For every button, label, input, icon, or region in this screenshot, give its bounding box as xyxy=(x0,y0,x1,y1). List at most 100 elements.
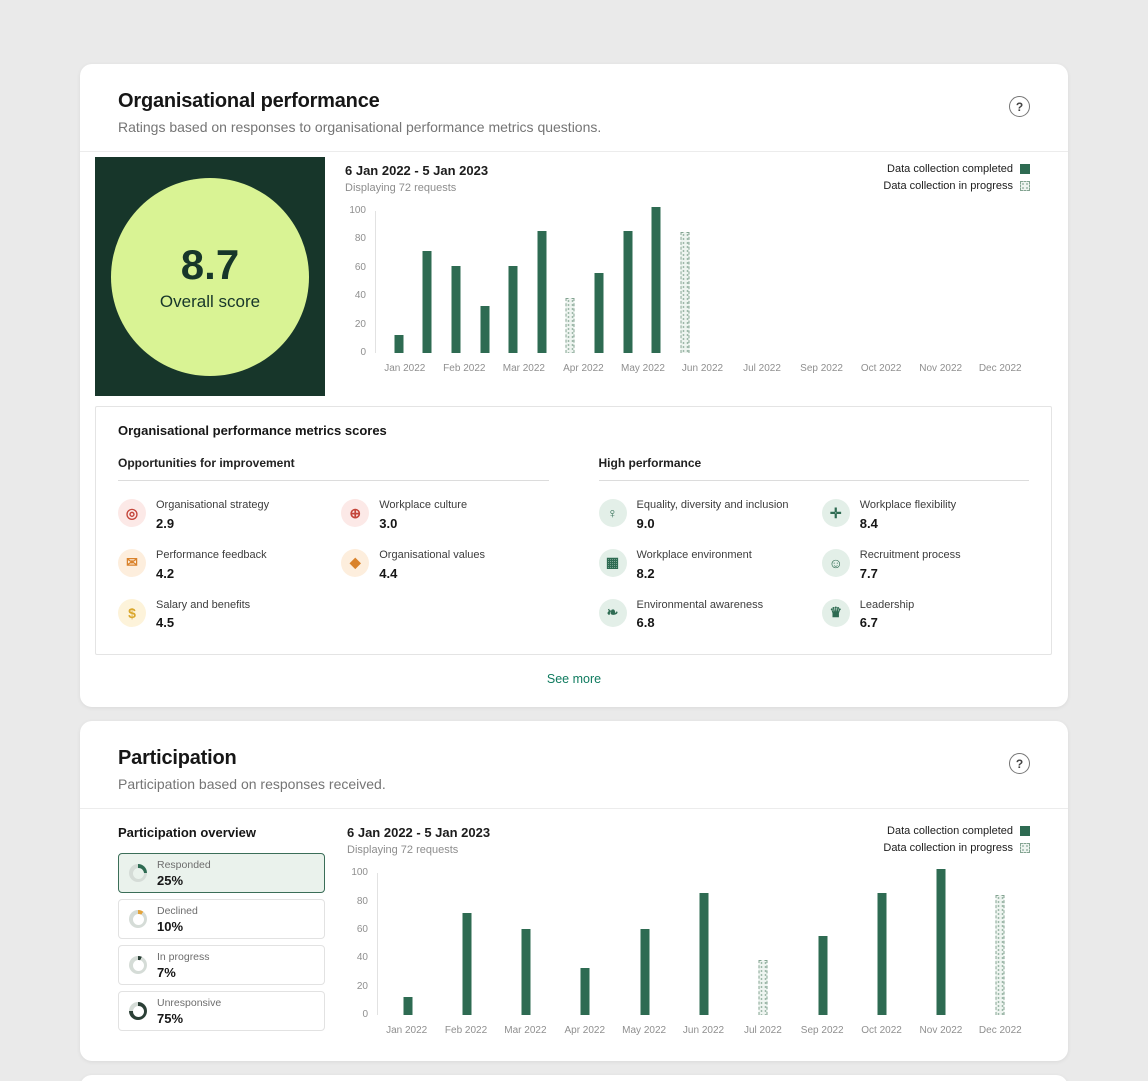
x-axis-label: Sep 2022 xyxy=(800,1025,844,1037)
chart-bar xyxy=(699,893,709,1016)
participation-stat-list: Responded 25% Declined 10% In progress 7% Unre… xyxy=(118,853,325,1032)
x-axis-label: Feb 2022 xyxy=(444,1025,488,1037)
legend-in-progress-swatch-icon xyxy=(1020,843,1030,854)
bar-chart-plot xyxy=(377,869,1030,1016)
y-axis: 0 20 40 60 80 100 xyxy=(347,868,377,1020)
x-axis-label: Jun 2022 xyxy=(682,1025,725,1037)
y-axis-tick: 80 xyxy=(354,233,366,245)
metric-group: Opportunities for improvement ◎ Organisati… xyxy=(118,456,549,630)
donut-icon xyxy=(129,1002,147,1021)
chart-bar xyxy=(451,266,461,353)
metric-label: Organisational values xyxy=(379,548,486,561)
metric-label: Workplace environment xyxy=(636,548,752,561)
x-axis-label: Mar 2022 xyxy=(502,363,545,374)
chart-bar xyxy=(623,230,633,353)
legend-completed-swatch-icon xyxy=(1020,164,1030,174)
chart-bar xyxy=(521,928,531,1016)
gender-icon: ♀ xyxy=(598,499,627,527)
chart-bar xyxy=(995,894,1005,1016)
metric-score: 7.7 xyxy=(859,565,878,581)
x-axis-label: Nov 2022 xyxy=(919,363,963,374)
chart-bar xyxy=(508,266,518,353)
y-axis-tick: 80 xyxy=(356,895,368,907)
stat-label: In progress xyxy=(157,950,210,963)
metric-score: 4.4 xyxy=(379,565,398,581)
participation-stat-unresponsive[interactable]: Unresponsive 75% xyxy=(118,991,325,1032)
x-axis-label: Nov 2022 xyxy=(919,1025,963,1037)
legend-completed-swatch-icon xyxy=(1020,826,1030,837)
x-axis: Jan 2022 Feb 2022 Mar 2022 Apr 2022 May 2022… xyxy=(375,363,1030,377)
metric-label: Salary and benefits xyxy=(156,598,251,611)
participation-plot-area: 0 20 40 60 80 100 xyxy=(347,868,1030,1020)
legend-completed: Data collection completed xyxy=(883,825,1030,837)
x-axis-label: Mar 2022 xyxy=(504,1025,547,1037)
metric-group: High performance ♀ Equality, diversity and… xyxy=(598,456,1029,630)
help-icon[interactable]: ? xyxy=(1009,753,1030,775)
enps-card-header: Employee Net Promoter Score (eNPS) The l… xyxy=(80,1075,1068,1081)
participation-stat-responded[interactable]: Responded 25% xyxy=(118,853,325,894)
legend-in-progress: Data collection in progress xyxy=(883,180,1030,192)
metric-item: ▦ Workplace environment 8.2 xyxy=(598,548,806,581)
x-axis-label: Feb 2022 xyxy=(443,363,486,374)
chart-legend: Data collection completed Data collectio… xyxy=(883,825,1030,859)
participation-card: Participation Participation based on res… xyxy=(80,721,1068,1062)
chart-bar xyxy=(565,297,575,353)
metric-item: ❧ Environmental awareness 6.8 xyxy=(598,598,806,630)
y-axis-tick: 20 xyxy=(354,318,366,330)
x-axis-label: Sep 2022 xyxy=(800,363,843,374)
participation-chart: 6 Jan 2022 - 5 Jan 2023 Displaying 72 re… xyxy=(347,825,1030,1039)
metric-score: 4.2 xyxy=(156,565,175,581)
overall-score-circle: 8.7 Overall score xyxy=(111,177,309,376)
y-axis-tick: 0 xyxy=(362,1009,368,1021)
y-axis-tick: 40 xyxy=(354,290,366,302)
leaf-icon: ❧ xyxy=(598,598,627,627)
participation-stat-declined[interactable]: Declined 10% xyxy=(118,899,325,940)
metric-group-title: Opportunities for improvement xyxy=(118,456,549,481)
org-card-header: Organisational performance Ratings based… xyxy=(80,64,1068,152)
see-more-link[interactable]: See more xyxy=(546,672,602,687)
metric-item: ◎ Organisational strategy 2.9 xyxy=(118,499,325,531)
x-axis-label: May 2022 xyxy=(620,363,665,374)
y-axis-tick: 40 xyxy=(356,952,368,964)
metric-label: Workplace culture xyxy=(379,499,468,511)
y-axis-tick: 100 xyxy=(349,205,366,216)
arrows-icon: ✛ xyxy=(821,499,850,527)
metric-label: Organisational strategy xyxy=(156,499,270,511)
chart-bar xyxy=(758,959,768,1016)
x-axis-label: Jan 2022 xyxy=(386,1025,428,1037)
metric-score: 9.0 xyxy=(636,515,655,531)
page-title: Organisational performance xyxy=(118,90,380,112)
chart-bar xyxy=(680,232,690,353)
page-subtitle: Ratings based on responses to organisati… xyxy=(118,119,602,135)
chart-date-range: 6 Jan 2022 - 5 Jan 2023 xyxy=(347,825,491,841)
chart-bar xyxy=(403,996,413,1016)
chart-bar xyxy=(640,928,650,1016)
x-axis-label: May 2022 xyxy=(622,1025,667,1037)
y-axis-tick: 60 xyxy=(354,261,366,273)
chart-bar xyxy=(462,913,472,1016)
org-chart-head: 6 Jan 2022 - 5 Jan 2023 Displaying 72 re… xyxy=(345,163,1030,197)
x-axis: Jan 2022 Feb 2022 Mar 2022 Apr 2022 May 2022… xyxy=(377,1025,1030,1039)
metric-item: ⊕ Workplace culture 3.0 xyxy=(341,499,548,531)
chart-date-range: 6 Jan 2022 - 5 Jan 2023 xyxy=(345,163,489,178)
x-axis-label: Oct 2022 xyxy=(860,363,902,374)
metric-label: Workplace flexibility xyxy=(859,499,957,511)
chart-subtitle: Displaying 72 requests xyxy=(347,844,459,857)
coin-icon: $ xyxy=(118,598,146,627)
metric-label: Environmental awareness xyxy=(636,598,764,611)
metric-score: 8.2 xyxy=(636,565,655,581)
stat-value: 7% xyxy=(157,964,176,980)
see-more-row: See more xyxy=(80,655,1068,707)
chart-bar xyxy=(936,869,946,1016)
donut-icon xyxy=(129,864,147,883)
participation-stat-in-progress[interactable]: In progress 7% xyxy=(118,945,325,986)
enps-card: Employee Net Promoter Score (eNPS) The l… xyxy=(80,1075,1068,1081)
x-axis-label: Jun 2022 xyxy=(681,363,724,374)
legend-in-progress: Data collection in progress xyxy=(883,842,1030,854)
org-plot-area: 0 20 40 60 80 100 xyxy=(345,206,1030,358)
donut-icon xyxy=(129,956,147,975)
chart-bar xyxy=(818,935,828,1016)
help-icon[interactable]: ? xyxy=(1009,96,1030,117)
chart-legend: Data collection completed Data collectio… xyxy=(883,163,1030,197)
